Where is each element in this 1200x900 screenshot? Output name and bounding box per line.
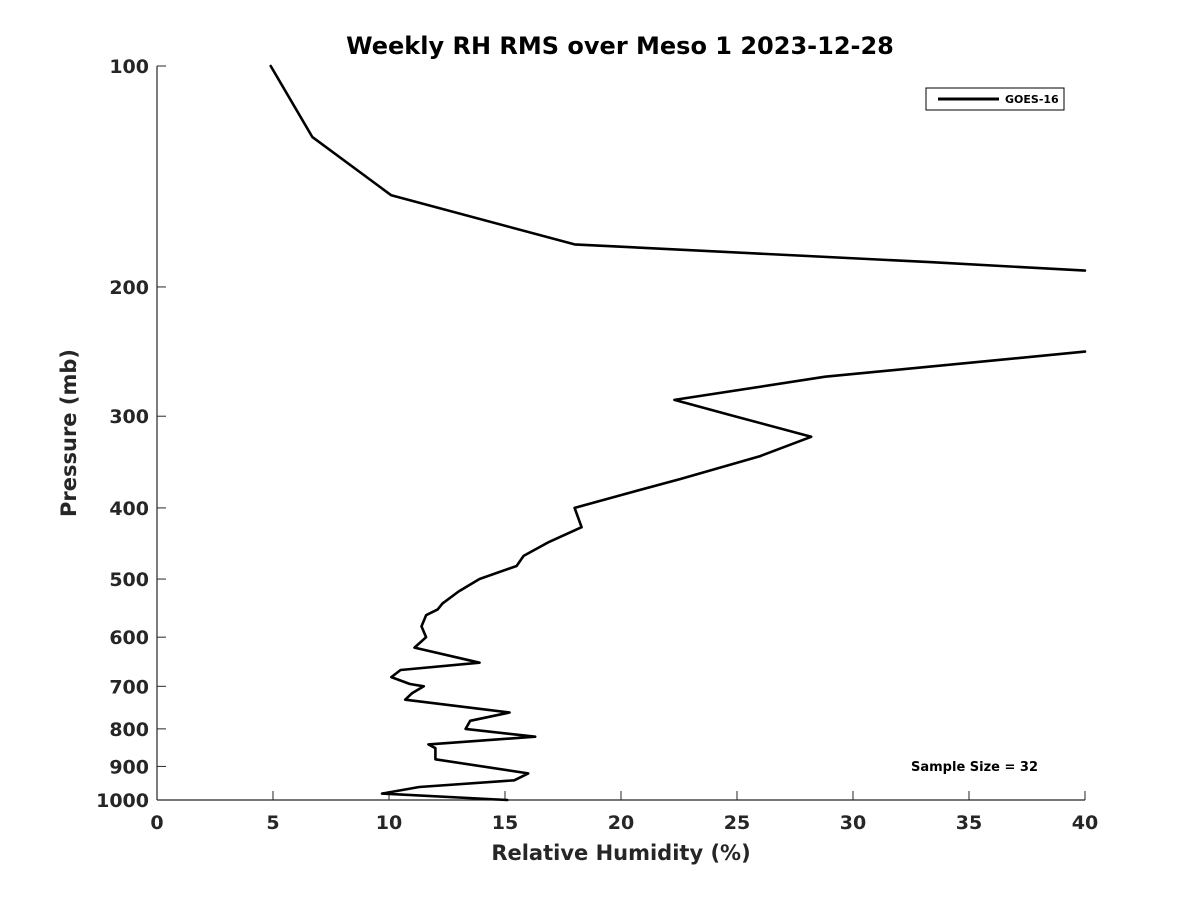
y-tick-label: 600: [109, 627, 149, 649]
y-tick-label: 300: [109, 406, 149, 428]
sample-size-annotation: Sample Size = 32: [911, 760, 1038, 775]
x-axis-label: Relative Humidity (%): [491, 841, 750, 865]
y-tick-label: 800: [109, 719, 149, 741]
x-tick-label: 10: [376, 812, 402, 834]
y-tick-label: 900: [109, 756, 149, 778]
x-tick-label: 40: [1072, 812, 1098, 834]
y-tick-label: 1000: [96, 790, 149, 812]
y-axis-label: Pressure (mb): [57, 349, 81, 517]
y-axis: 100 200 300 400 500 600 700 800 900 1000: [96, 56, 166, 812]
x-axis: 0 5 10 15 20 25 30 35 40: [150, 791, 1098, 834]
y-tick-label: 400: [109, 498, 149, 520]
y-tick-label: 700: [109, 676, 149, 698]
y-tick-label: 100: [109, 56, 149, 78]
series-layer: [269, 64, 1087, 802]
x-tick-label: 30: [840, 812, 866, 834]
legend: GOES-16: [925, 87, 1065, 111]
x-tick-label: 35: [956, 812, 982, 834]
x-tick-label: 25: [724, 812, 750, 834]
x-tick-label: 0: [150, 812, 163, 834]
x-tick-label: 20: [608, 812, 634, 834]
x-tick-label: 5: [266, 812, 279, 834]
series-line-goes-16: [269, 64, 1087, 272]
legend-label: GOES-16: [1005, 93, 1059, 106]
y-tick-label: 200: [109, 277, 149, 299]
x-tick-label: 15: [492, 812, 518, 834]
series-line-goes-16: [380, 350, 1087, 802]
y-tick-label: 500: [109, 569, 149, 591]
chart-title: Weekly RH RMS over Meso 1 2023-12-28: [346, 32, 894, 60]
